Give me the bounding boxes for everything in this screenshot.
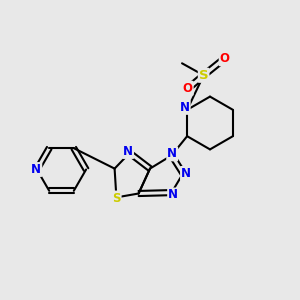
Text: N: N bbox=[167, 147, 177, 161]
Text: O: O bbox=[220, 52, 230, 65]
Text: N: N bbox=[31, 163, 41, 176]
Text: O: O bbox=[183, 82, 193, 95]
Text: N: N bbox=[181, 167, 191, 180]
Text: S: S bbox=[199, 69, 208, 82]
Text: N: N bbox=[180, 101, 190, 114]
Text: N: N bbox=[123, 145, 133, 158]
Text: N: N bbox=[168, 188, 178, 202]
Text: S: S bbox=[112, 191, 121, 205]
